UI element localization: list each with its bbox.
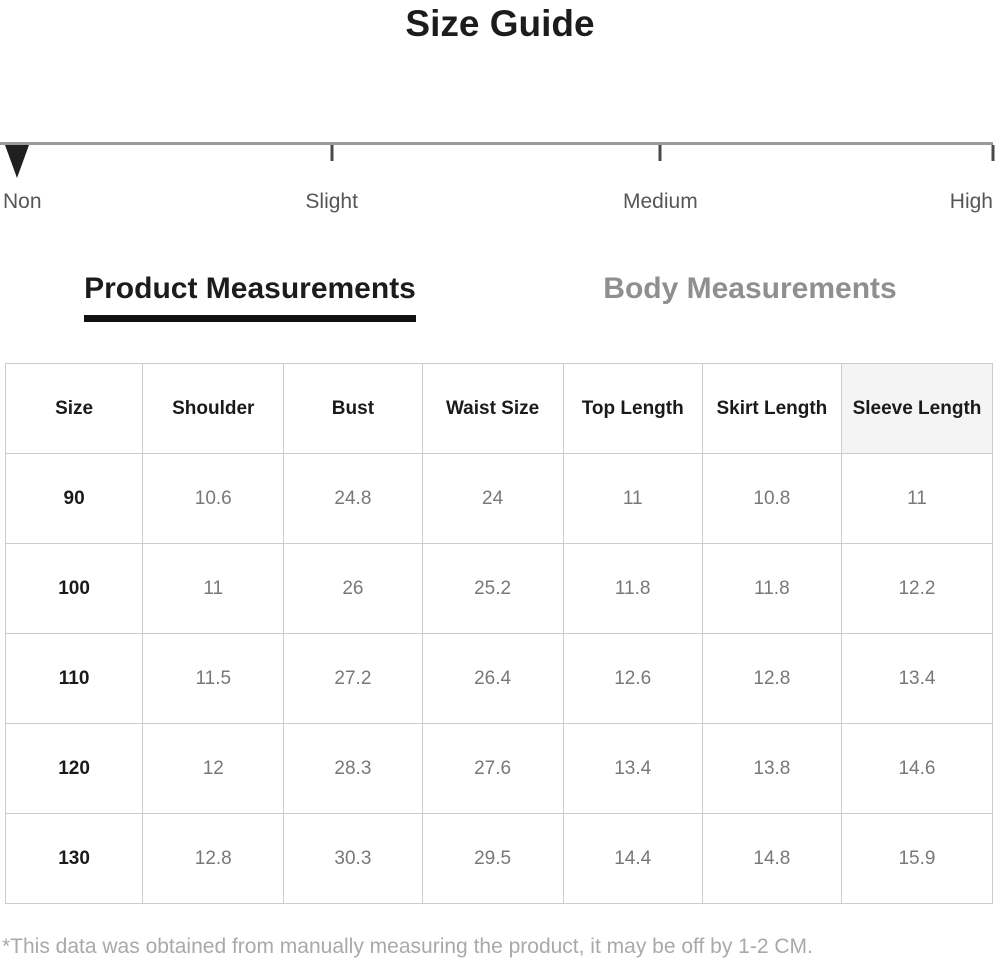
column-header-waist-size: Waist Size [421, 363, 564, 454]
size-cell: 130 [4, 813, 144, 904]
table-row: 100 11 26 25.2 11.8 11.8 12.2 [4, 543, 994, 634]
table-header-row: Size Shoulder Bust Waist Size Top Length Skir… [4, 363, 994, 454]
value-cell: 11.8 [701, 543, 842, 634]
table-row: 120 12 28.3 27.6 13.4 13.8 14.6 [4, 723, 994, 814]
scale-label-non: Non [2, 190, 42, 213]
value-cell: 24.8 [283, 453, 423, 544]
column-header-sleeve-length: Sleeve Length [840, 363, 994, 454]
value-cell: 11.5 [142, 633, 285, 724]
value-cell: 12.8 [701, 633, 842, 724]
tab-wrap-body: Body Measurements [500, 272, 1000, 322]
scale-tick [658, 145, 662, 161]
value-cell: 12 [142, 723, 285, 814]
size-cell: 120 [4, 723, 144, 814]
value-cell: 27.6 [421, 723, 564, 814]
scale-line [0, 142, 993, 145]
scale-tick [991, 145, 995, 161]
value-cell: 11 [840, 453, 994, 544]
size-cell: 110 [4, 633, 144, 724]
column-header-size: Size [4, 363, 144, 454]
value-cell: 10.8 [701, 453, 842, 544]
measurements-table: Size Shoulder Bust Waist Size Top Length Skir… [4, 363, 994, 904]
value-cell: 29.5 [421, 813, 564, 904]
value-cell: 14.4 [562, 813, 703, 904]
sheerness-scale: Non Slight Medium High [0, 142, 995, 222]
value-cell: 12.2 [840, 543, 994, 634]
size-cell: 100 [4, 543, 144, 634]
value-cell: 13.8 [701, 723, 842, 814]
value-cell: 13.4 [562, 723, 703, 814]
value-cell: 15.9 [840, 813, 994, 904]
scale-label-high: High [949, 190, 993, 213]
column-header-shoulder: Shoulder [142, 363, 285, 454]
table-row: 90 10.6 24.8 24 11 10.8 11 [4, 453, 994, 544]
value-cell: 10.6 [142, 453, 285, 544]
value-cell: 14.6 [840, 723, 994, 814]
value-cell: 26 [283, 543, 423, 634]
tab-body-measurements[interactable]: Body Measurements [603, 272, 897, 305]
table-row: 110 11.5 27.2 26.4 12.6 12.8 13.4 [4, 633, 994, 724]
value-cell: 25.2 [421, 543, 564, 634]
value-cell: 13.4 [840, 633, 994, 724]
table-row: 130 12.8 30.3 29.5 14.4 14.8 15.9 [4, 813, 994, 904]
tab-wrap-product: Product Measurements [0, 272, 500, 322]
value-cell: 27.2 [283, 633, 423, 724]
scale-label-slight: Slight [305, 190, 358, 213]
page-title: Size Guide [405, 3, 595, 44]
column-header-bust: Bust [283, 363, 423, 454]
value-cell: 30.3 [283, 813, 423, 904]
value-cell: 28.3 [283, 723, 423, 814]
size-cell: 90 [4, 453, 144, 544]
measurement-tabs: Product Measurements Body Measurements [0, 272, 1000, 322]
value-cell: 11 [562, 453, 703, 544]
value-cell: 14.8 [701, 813, 842, 904]
value-cell: 11.8 [562, 543, 703, 634]
scale-tick [330, 145, 334, 161]
value-cell: 11 [142, 543, 285, 634]
value-cell: 12.8 [142, 813, 285, 904]
value-cell: 12.6 [562, 633, 703, 724]
footnote: *This data was obtained from manually me… [2, 935, 813, 958]
scale-label-medium: Medium [622, 190, 698, 213]
column-header-skirt-length: Skirt Length [701, 363, 842, 454]
value-cell: 24 [421, 453, 564, 544]
scale-pointer-triangle-icon[interactable] [5, 145, 29, 178]
tab-product-measurements[interactable]: Product Measurements [84, 272, 416, 322]
value-cell: 26.4 [421, 633, 564, 724]
column-header-top-length: Top Length [562, 363, 703, 454]
